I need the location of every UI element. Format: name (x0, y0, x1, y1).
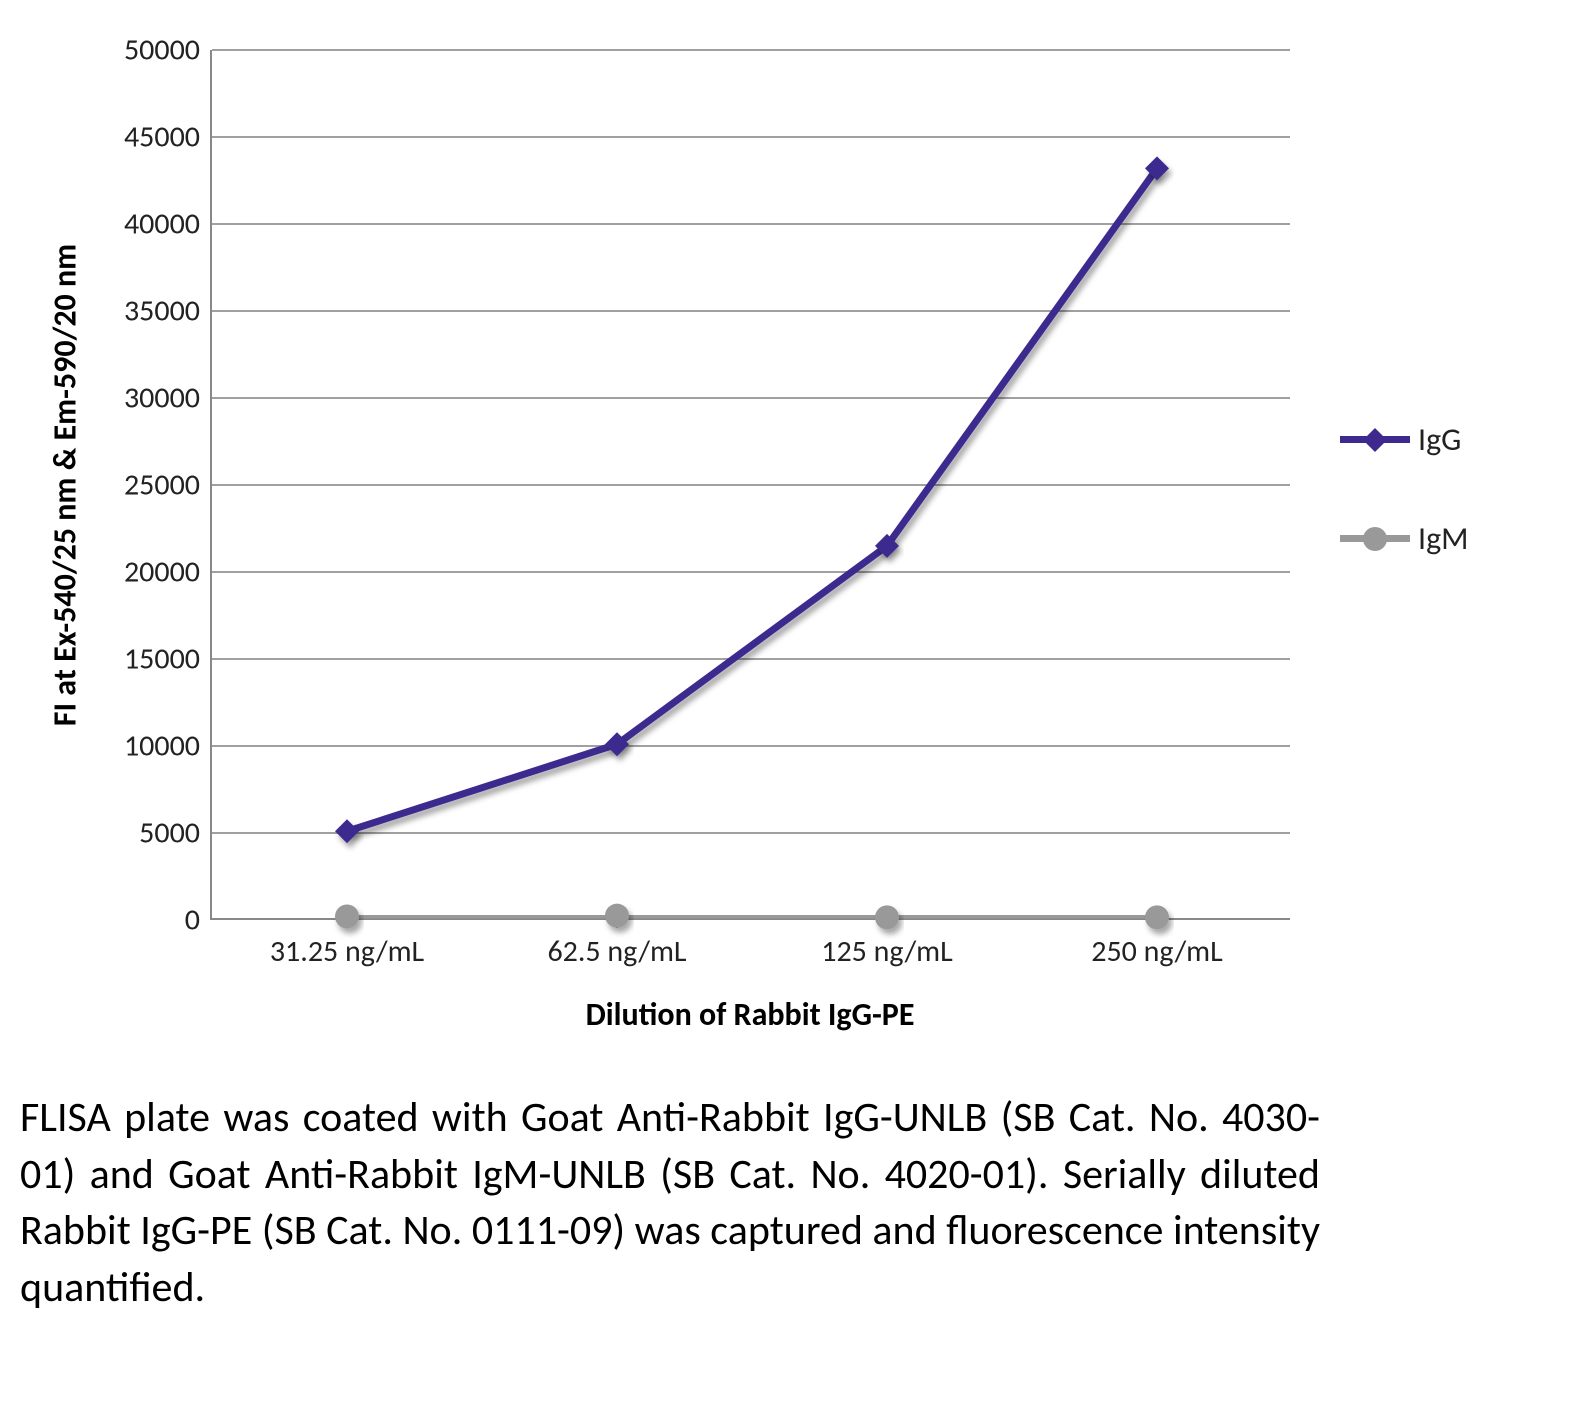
y-tick-label: 40000 (124, 206, 212, 243)
legend-label: IgG (1418, 420, 1461, 459)
y-tick-label: 15000 (124, 641, 212, 678)
y-tick-label: 30000 (124, 380, 212, 417)
y-tick-label: 5000 (139, 815, 212, 852)
series-marker-igm (605, 904, 629, 928)
legend-label: IgM (1418, 519, 1468, 558)
y-axis-title: FI at Ex-540/25 nm & Em-590/20 nm (46, 244, 85, 726)
chart-container: 0 5000 10000 15000 20000 25000 30000 35000 40000… (20, 20, 1567, 1070)
legend-marker-icon (1360, 425, 1390, 455)
legend-marker-icon (1360, 524, 1390, 554)
y-tick-label: 0 (185, 902, 212, 939)
caption-text: FLISA plate was coated with Goat Anti-Ra… (20, 1090, 1320, 1317)
series-marker-igm (875, 905, 899, 929)
series-marker-igg (335, 819, 359, 843)
x-axis-title: Dilution of Rabbit IgG-PE (586, 995, 915, 1034)
series-line-igm (347, 916, 1157, 918)
y-tick-label: 20000 (124, 554, 212, 591)
y-tick-label: 25000 (124, 467, 212, 504)
legend-item-igg: IgG (1340, 420, 1468, 459)
y-tick-label: 35000 (124, 293, 212, 330)
y-tick-label: 50000 (124, 32, 212, 69)
series-svg (212, 50, 1292, 920)
legend-swatch-line (1340, 535, 1410, 542)
plot-area: 0500010000150002000025000300003500040000… (210, 50, 1290, 920)
y-tick-label: 45000 (124, 119, 212, 156)
y-tick-label: 10000 (124, 728, 212, 765)
series-marker-igm (335, 905, 359, 929)
legend-swatch-line (1340, 436, 1410, 443)
legend: IgG IgM (1340, 420, 1468, 618)
series-line-igg (347, 168, 1157, 831)
series-marker-igm (1145, 905, 1169, 929)
legend-item-igm: IgM (1340, 519, 1468, 558)
